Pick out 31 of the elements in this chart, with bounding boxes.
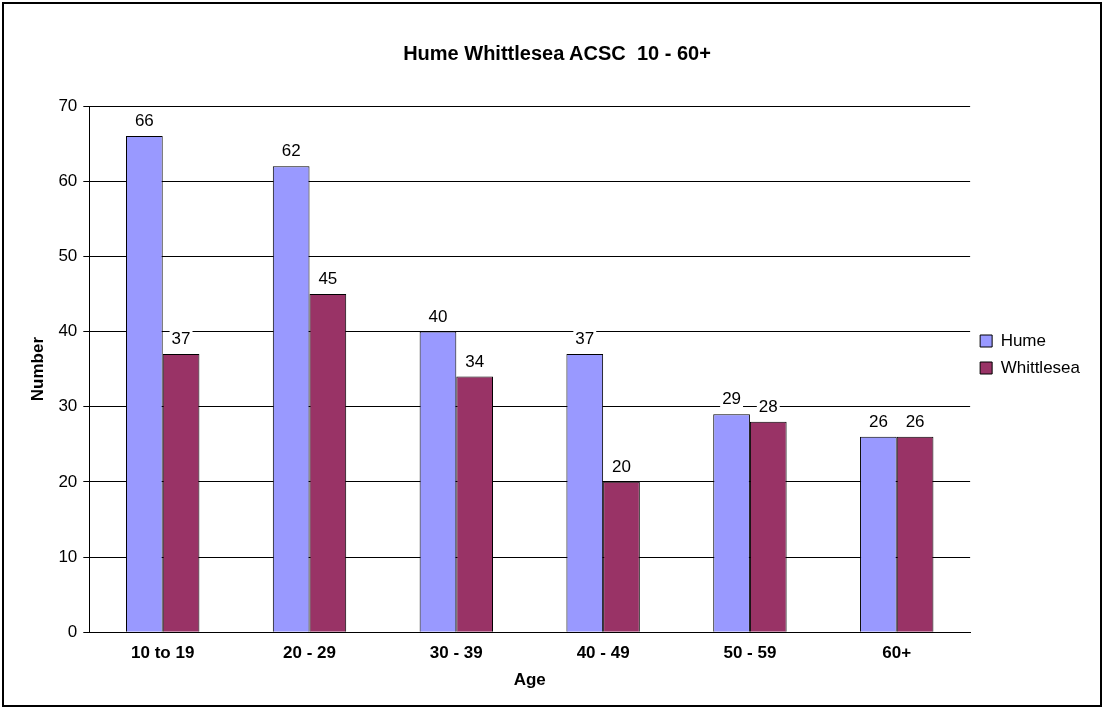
data-label: 45 (318, 269, 338, 289)
y-tick-label: 30 (58, 396, 78, 416)
y-tick-label: 20 (58, 471, 78, 491)
data-label: 37 (575, 329, 595, 349)
y-tick-label: 10 (58, 546, 78, 566)
data-label: 26 (905, 411, 925, 431)
chart-title: Hume Whittlesea ACSC 10 - 60+ (403, 41, 711, 64)
data-label: 28 (758, 396, 778, 416)
x-tick-label: 20 - 29 (283, 643, 336, 663)
data-label: 40 (428, 306, 448, 326)
data-label: 20 (612, 457, 631, 477)
y-tick-label: 70 (58, 95, 78, 115)
data-label: 37 (171, 329, 191, 349)
y-tick-label: 0 (67, 621, 78, 641)
data-label: 29 (722, 389, 742, 409)
legend-label: Whittlesea (1000, 357, 1081, 377)
x-tick-label: 10 to 19 (131, 643, 195, 663)
y-axis-title: Number (27, 336, 47, 402)
legend-label: Hume (1000, 330, 1046, 350)
data-label: 66 (134, 111, 154, 131)
x-axis-title: Age (513, 670, 546, 690)
data-label: 26 (868, 411, 888, 431)
y-tick-label: 40 (58, 321, 78, 341)
x-tick-label: 40 - 49 (576, 643, 630, 663)
y-tick-label: 60 (58, 170, 78, 190)
data-label: 62 (281, 141, 301, 161)
x-tick-label: 60+ (882, 643, 912, 663)
data-label: 34 (465, 351, 485, 371)
y-tick-label: 50 (58, 246, 78, 266)
x-tick-label: 50 - 59 (723, 643, 777, 663)
x-tick-label: 30 - 39 (429, 643, 483, 663)
